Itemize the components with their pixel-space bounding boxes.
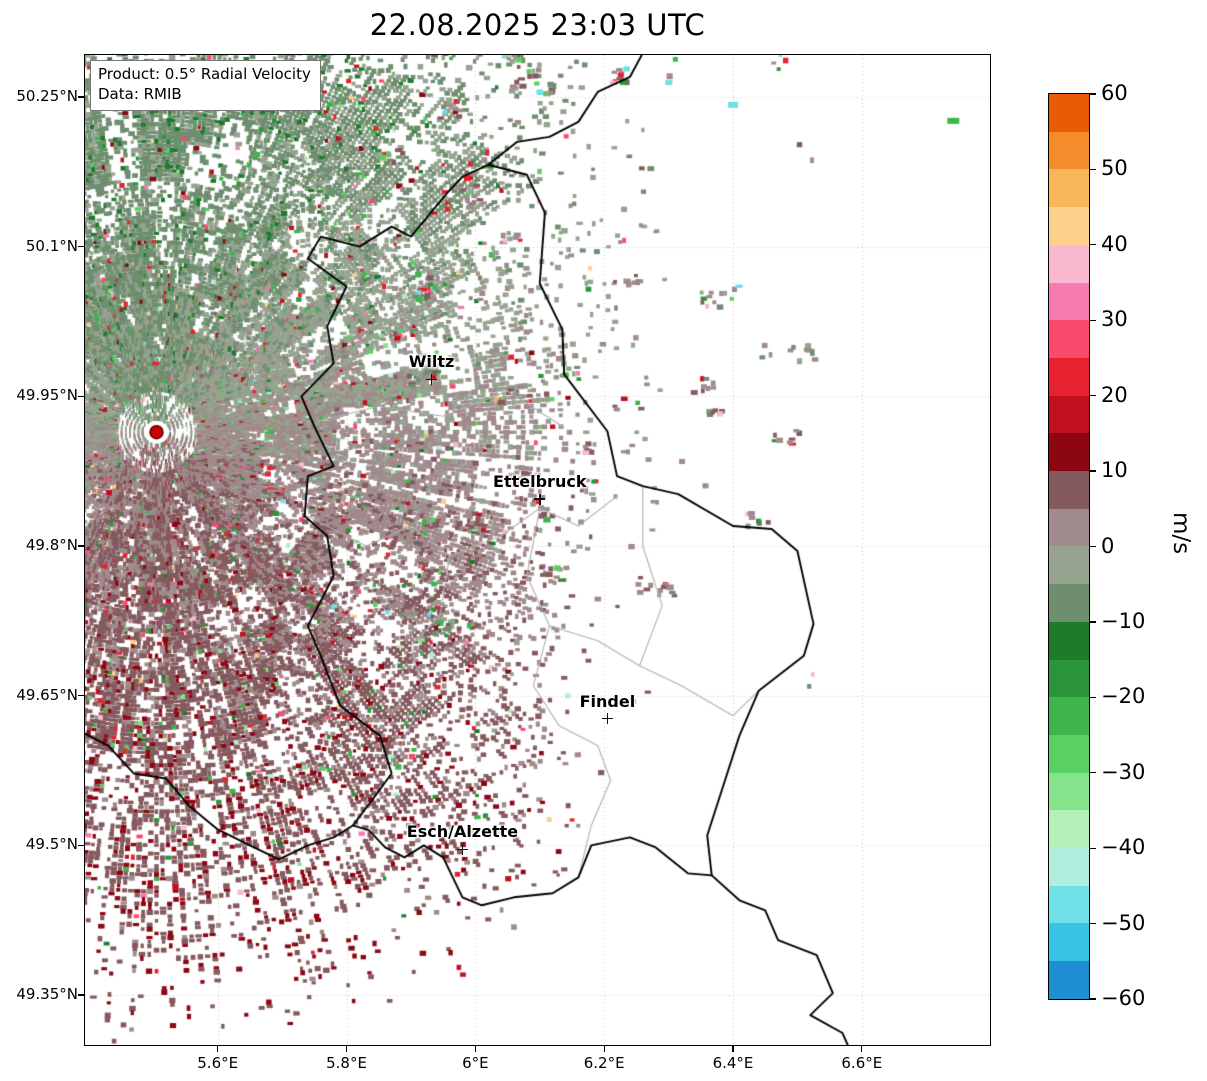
x-tick-mark (474, 1046, 476, 1052)
colorbar-band (1049, 584, 1089, 622)
x-tick-mark (345, 1046, 348, 1052)
colorbar-tick-mark (1090, 395, 1096, 397)
y-tick-mark (78, 245, 84, 248)
colorbar-tick-label: 10 (1101, 458, 1128, 483)
map-overlay: Wiltz Ettelbruck Findel Esch/Alzette (85, 55, 990, 1045)
colorbar-band (1049, 923, 1089, 962)
colorbar-tick-label: −40 (1101, 835, 1146, 860)
x-tick-label: 5.8°E (326, 1054, 367, 1072)
data-source-label: Data: RMIB (98, 85, 182, 104)
colorbar-band (1049, 697, 1089, 735)
y-tick-mark (78, 994, 84, 996)
x-tick-mark (603, 1046, 605, 1052)
city-marker-icon (601, 713, 613, 725)
colorbar-tick-mark (1090, 470, 1096, 472)
colorbar-tick-mark (1090, 696, 1096, 698)
colorbar-tick-label: 40 (1101, 231, 1128, 256)
x-tick-label: 6°E (462, 1054, 489, 1072)
colorbar-unit-label: m/s (1168, 512, 1194, 555)
map-plot-area: Wiltz Ettelbruck Findel Esch/Alzette Produc… (84, 54, 991, 1046)
colorbar-band (1049, 320, 1089, 358)
colorbar-band (1049, 169, 1089, 208)
colorbar-tick-mark (1090, 621, 1096, 623)
colorbar-band (1049, 546, 1089, 585)
colorbar-band (1049, 244, 1089, 283)
y-tick-mark (78, 844, 84, 847)
colorbar-tick-label: 60 (1101, 81, 1128, 105)
radar-velocity-canvas (85, 55, 990, 1045)
colorbar-tick-mark (1090, 847, 1096, 849)
y-tick-label: 49.5°N (25, 835, 78, 854)
colorbar-tick-label: −20 (1101, 684, 1146, 709)
colorbar-tick-mark (1090, 772, 1096, 774)
colorbar-band (1049, 357, 1089, 396)
city-label: Ettelbruck (493, 472, 587, 492)
city-marker-icon (534, 493, 546, 505)
colorbar-tick-mark (1090, 319, 1096, 321)
colorbar-band (1049, 810, 1089, 849)
colorbar-tick-mark (1090, 545, 1096, 548)
y-tick-label: 50.25°N (16, 86, 78, 105)
x-tick-mark (732, 1046, 734, 1052)
city-marker-icon (456, 843, 468, 855)
colorbar-band (1049, 282, 1089, 321)
city-label: Wiltz (408, 352, 455, 372)
colorbar-band (1049, 734, 1089, 773)
colorbar-tick-label: 50 (1101, 156, 1128, 181)
product-info-box: Product: 0.5° Radial Velocity Data: RMIB (90, 60, 321, 111)
colorbar-band (1049, 207, 1089, 245)
colorbar-tick-label: 0 (1101, 533, 1115, 558)
colorbar-tick-mark (1090, 922, 1096, 925)
colorbar-band (1049, 433, 1089, 472)
x-tick-mark (217, 1046, 219, 1052)
x-tick-mark (861, 1046, 863, 1052)
x-tick-label: 6.6°E (841, 1054, 883, 1072)
plot-title: 22.08.2025 23:03 UTC (369, 8, 706, 42)
y-tick-label: 49.8°N (25, 536, 78, 554)
colorbar-band (1049, 848, 1089, 886)
colorbar-band (1049, 621, 1089, 660)
colorbar-tick-mark (1090, 93, 1096, 95)
product-label: Product: 0.5° Radial Velocity (98, 65, 311, 83)
colorbar-tick-label: −10 (1101, 608, 1146, 633)
colorbar-band (1049, 131, 1089, 170)
city-marker-icon (426, 373, 438, 385)
y-tick-mark (78, 395, 84, 397)
colorbar-band (1049, 659, 1089, 698)
colorbar-tick-label: −50 (1101, 910, 1146, 935)
colorbar-tick-mark (1090, 998, 1096, 1000)
y-tick-label: 49.65°N (16, 685, 78, 704)
colorbar-band (1049, 508, 1089, 547)
y-tick-label: 49.95°N (16, 386, 78, 405)
y-tick-mark (78, 695, 84, 697)
colorbar-band (1049, 885, 1089, 924)
x-tick-label: 6.4°E (712, 1054, 754, 1072)
city-label: Findel (579, 691, 636, 711)
colorbar-tick-mark (1090, 244, 1096, 246)
x-tick-label: 6.2°E (583, 1054, 625, 1072)
colorbar-band (1049, 772, 1089, 811)
y-tick-mark (78, 545, 84, 547)
colorbar-band (1049, 94, 1089, 132)
colorbar-tick-label: 20 (1101, 382, 1128, 407)
y-tick-label: 49.35°N (16, 985, 78, 1004)
colorbar (1048, 93, 1090, 1000)
y-tick-label: 50.1°N (25, 236, 78, 255)
colorbar-tick-mark (1090, 168, 1096, 171)
colorbar-tick-label: −60 (1101, 986, 1146, 1010)
colorbar-band (1049, 961, 1089, 999)
colorbar-band (1049, 395, 1089, 434)
colorbar-band (1049, 471, 1089, 509)
colorbar-tick-label: −30 (1101, 759, 1146, 784)
x-tick-label: 5.6°E (197, 1054, 239, 1072)
colorbar-tick-label: 30 (1101, 307, 1128, 332)
y-tick-mark (78, 96, 84, 98)
city-label: Esch/Alzette (406, 822, 519, 842)
